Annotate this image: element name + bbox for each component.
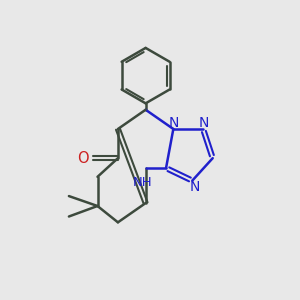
Text: N: N <box>199 116 209 130</box>
Text: O: O <box>77 151 88 166</box>
Text: NH: NH <box>132 176 152 189</box>
Text: N: N <box>189 180 200 194</box>
Text: N: N <box>169 116 179 130</box>
